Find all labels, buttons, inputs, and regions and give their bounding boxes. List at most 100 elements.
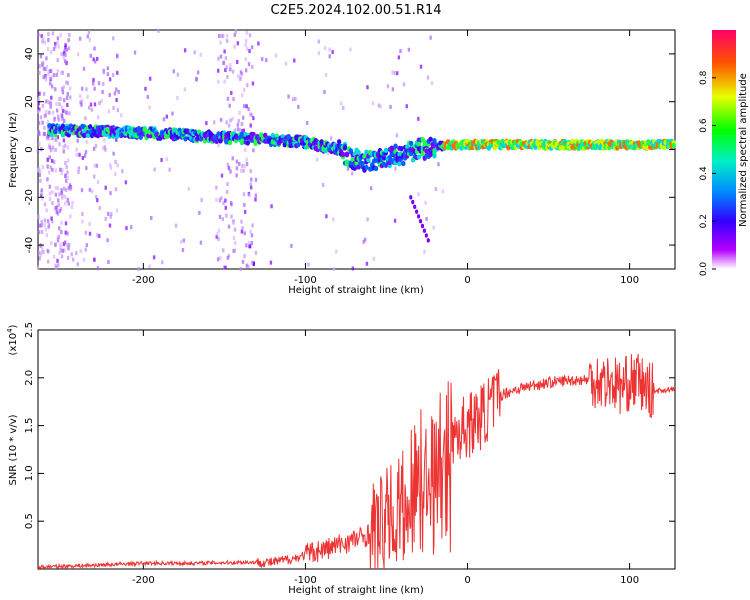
spectrogram-cell	[369, 186, 373, 191]
spectrogram-cell	[61, 248, 65, 253]
spectrogram-cell	[39, 115, 43, 120]
spectrogram-x-tick-label: -100	[294, 275, 317, 286]
spectrogram-cell	[290, 243, 293, 248]
spectrogram-cell	[50, 158, 54, 163]
spectrogram-cell	[377, 103, 381, 108]
spectrogram-cell	[65, 47, 69, 52]
spectrogram-cell	[45, 56, 48, 61]
spectrogram-cell	[366, 85, 369, 90]
spectrogram-y-tick-label: 20	[24, 95, 35, 108]
spectrogram-cell	[62, 149, 65, 154]
spectrogram-cell	[37, 167, 41, 172]
spectrogram-cell	[165, 114, 169, 119]
spectrogram-cell	[239, 266, 242, 271]
spectrogram-cell	[146, 94, 149, 99]
spectrogram-cell	[62, 55, 65, 60]
spectrogram-cell	[39, 169, 42, 174]
spectrogram-cell	[240, 229, 244, 234]
spectrogram-cell	[97, 115, 100, 120]
spectrogram-cell	[55, 102, 58, 107]
spectrogram-cell	[246, 83, 249, 88]
spectrogram-cell	[229, 169, 232, 174]
spectrogram-cell	[53, 86, 57, 91]
spectrogram-cell	[67, 201, 71, 206]
spectrogram-cell	[63, 248, 66, 253]
spectrogram-cell	[41, 120, 44, 125]
spectrogram-cell	[222, 201, 225, 206]
spectrogram-cell	[294, 96, 297, 101]
spectrogram-cell	[429, 35, 432, 40]
spectrogram-cell	[441, 189, 445, 194]
spectrogram-cell	[53, 42, 57, 47]
spectrogram-cell	[240, 121, 243, 126]
spectrogram-cell	[121, 169, 124, 174]
spectrogram-cell	[227, 224, 231, 229]
spectrogram-cell	[38, 64, 41, 69]
spectrogram-cell	[217, 228, 221, 233]
spectrogram-cell	[56, 69, 60, 74]
spectrogram-cell	[48, 191, 52, 196]
spectrogram-cell	[62, 84, 66, 89]
spectrogram-cell	[133, 50, 137, 55]
spectrogram-cell	[54, 168, 57, 173]
spectrogram-tail-cell	[411, 199, 415, 205]
spectrogram-cell	[59, 167, 62, 172]
spectrogram-cell	[112, 36, 115, 41]
spectrogram-cell	[215, 197, 218, 202]
spectrogram-cell	[44, 77, 48, 82]
spectrogram-cell	[224, 205, 227, 210]
spectrogram-x-tick-label: -200	[132, 275, 155, 286]
spectrogram-cell	[233, 44, 236, 49]
spectrogram-cell	[37, 101, 40, 106]
spectrogram-cell	[238, 161, 241, 166]
spectrogram-tail-cell	[426, 238, 430, 243]
spectrogram-cell	[394, 166, 397, 171]
spectrogram-cell	[254, 250, 258, 255]
spectrogram-cell	[225, 65, 228, 70]
spectrogram-cell	[64, 201, 67, 206]
spectrogram-cell	[63, 59, 67, 64]
spectrogram-cell	[217, 56, 220, 61]
spectrogram-cell	[88, 222, 91, 227]
spectrogram-cell	[425, 216, 428, 221]
spectrogram-cell	[56, 40, 59, 45]
spectrogram-cell	[49, 68, 52, 73]
spectrogram-cell	[41, 247, 44, 252]
spectrogram-cell	[66, 92, 69, 97]
spectrogram-cell	[47, 110, 51, 115]
spectrogram-cell	[317, 39, 321, 44]
snr-series-line	[37, 353, 675, 571]
spectrogram-cell	[293, 58, 296, 63]
spectrogram-cell	[40, 193, 43, 198]
spectrogram-cell	[50, 219, 54, 224]
spectrogram-cell	[229, 63, 232, 68]
spectrogram-cell	[104, 216, 107, 221]
spectrogram-cell	[284, 61, 288, 66]
spectrogram-cell	[324, 73, 328, 78]
spectrogram-cell	[51, 190, 54, 195]
spectrogram-cell	[47, 32, 50, 37]
spectrogram-ridge-cell	[342, 145, 348, 151]
snr-y-tick-label: 2.5	[24, 322, 35, 338]
spectrogram-cell	[66, 198, 69, 203]
spectrogram-cell	[56, 114, 60, 119]
spectrogram-cell	[150, 216, 153, 221]
snr-x-tick-label: -100	[294, 575, 317, 586]
spectrogram-cell	[229, 118, 232, 123]
spectrogram-cell	[174, 223, 178, 228]
spectrogram-tail-cell	[409, 195, 413, 200]
spectrogram-cell	[249, 244, 252, 249]
spectrogram-ridge-cell	[383, 147, 389, 153]
spectrogram-cell	[236, 122, 240, 127]
colorbar-tick-label: 0.2	[699, 214, 709, 228]
spectrogram-cell	[332, 217, 335, 222]
spectrogram-cell	[245, 162, 249, 167]
spectrogram-cell	[219, 117, 223, 122]
spectrogram-cell	[42, 36, 45, 41]
spectrogram-cell	[59, 96, 62, 101]
spectrogram-cell	[240, 219, 243, 224]
spectrogram-cell	[50, 75, 53, 80]
spectrogram-cell	[243, 104, 246, 109]
spectrogram-tail-cell	[420, 223, 425, 229]
spectrogram-cell	[46, 157, 49, 162]
